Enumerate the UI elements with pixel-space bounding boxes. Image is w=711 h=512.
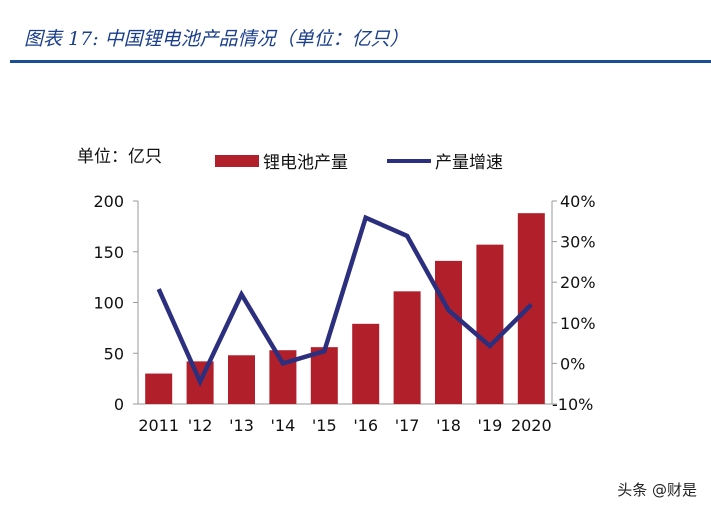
bar-'14 [269,350,297,404]
bar-2011 [145,373,173,404]
x-tick-label: '19 [478,416,503,435]
right-tick-label: 0% [560,354,585,373]
left-tick-label: 50 [104,344,124,363]
bar-'17 [393,291,421,404]
growth-line [156,214,533,388]
left-tick-label: 100 [93,294,124,313]
bar-'18 [435,260,462,404]
right-tick-label: 30% [560,233,596,252]
x-tick-label: '16 [353,416,378,435]
title-divider [10,60,711,63]
x-tick-label: '15 [312,416,337,435]
left-tick-label: 150 [93,243,124,262]
legend-bar: 锂电池产量 [215,148,348,173]
unit-label: 单位：亿只 [77,147,162,167]
bar-'19 [476,244,504,404]
right-tick-label: 20% [560,273,596,292]
legend-line-swatch [387,158,431,163]
x-tick-label: 2011 [138,416,179,435]
bar-'16 [352,323,380,404]
left-tick-label: 200 [93,192,124,211]
x-tick-label: '18 [436,416,461,435]
x-tick-label: '14 [271,416,296,435]
bar-'15 [310,347,338,404]
x-tick-label: '13 [229,416,254,435]
legend-line: 产量增速 [387,148,503,173]
right-tick-label: -10% [552,395,593,414]
right-tick-label: 40% [560,192,596,211]
left-tick-label: 0 [114,395,124,414]
figure-title: 图表 17: 中国锂电池产品情况（单位：亿只） [24,28,409,50]
legend-bar-swatch [215,154,259,167]
right-tick-label: 10% [560,314,596,333]
x-tick-label: '12 [188,416,213,435]
x-tick-label: '17 [395,416,420,435]
watermark: 头条 @财是 [617,481,697,499]
legend-line-label: 产量增速 [435,153,503,173]
legend-bar-label: 锂电池产量 [263,153,348,173]
bar-2020 [517,213,545,404]
x-tick-label: 2020 [511,416,552,435]
bar-'13 [228,355,255,404]
